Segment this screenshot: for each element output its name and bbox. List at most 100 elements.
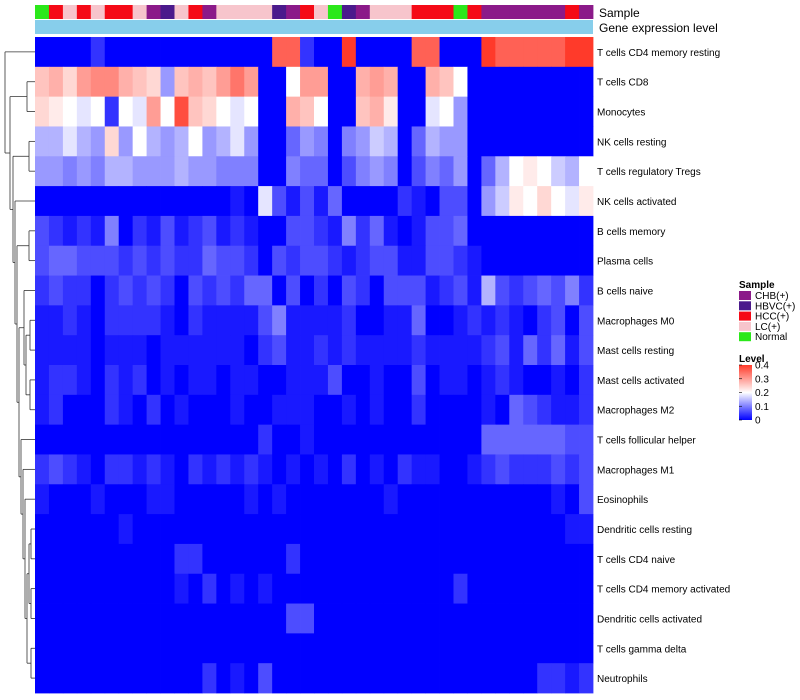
- heatmap-cell: [35, 663, 50, 694]
- heatmap-cell: [244, 514, 259, 545]
- sample-annotation-cell: [537, 5, 552, 19]
- heatmap-cell: [132, 245, 147, 276]
- heatmap-cell: [523, 633, 538, 664]
- heatmap-cell: [439, 37, 454, 68]
- heatmap-cell: [230, 633, 245, 664]
- heatmap-cell: [104, 633, 120, 664]
- heatmap-cell: [425, 37, 440, 68]
- heatmap-cell: [341, 365, 357, 396]
- heatmap-cell: [314, 543, 329, 575]
- heatmap-cell: [174, 514, 189, 545]
- heatmap-cell: [48, 663, 64, 694]
- heatmap-cell: [551, 245, 566, 276]
- heatmap-cell: [35, 365, 50, 396]
- heatmap-cell: [230, 484, 245, 515]
- heatmap-cell: [467, 394, 482, 426]
- heatmap-cell: [439, 454, 454, 485]
- heatmap-cell: [216, 245, 231, 276]
- heatmap-cell: [369, 663, 385, 694]
- heatmap-cell: [425, 66, 440, 98]
- heatmap-cell: [48, 156, 64, 187]
- heatmap-cell: [132, 305, 147, 336]
- level-legend-tick-label: 0.3: [755, 374, 769, 385]
- heatmap-cell: [327, 186, 343, 217]
- heatmap-cell: [90, 424, 106, 455]
- heatmap-cell: [76, 454, 92, 485]
- heatmap-cell: [286, 96, 301, 127]
- heatmap-cell: [397, 66, 413, 98]
- heatmap-cell: [272, 335, 287, 366]
- heatmap-cell: [300, 424, 315, 455]
- heatmap-cell: [104, 37, 120, 68]
- heatmap-cell: [341, 573, 357, 604]
- heatmap-cell: [104, 603, 120, 634]
- heatmap-cell: [579, 663, 594, 694]
- heatmap-cell: [35, 514, 50, 545]
- heatmap-cell: [174, 335, 189, 366]
- heatmap-cell: [425, 514, 440, 545]
- heatmap-cell: [76, 424, 92, 455]
- heatmap-cell: [551, 663, 566, 694]
- heatmap-cell: [565, 573, 580, 604]
- heatmap-cell: [300, 305, 315, 336]
- heatmap-cell: [35, 543, 50, 575]
- heatmap-cell: [174, 66, 189, 98]
- heatmap-cell: [76, 215, 92, 247]
- heatmap-cell: [118, 394, 134, 426]
- heatmap-cell: [188, 573, 203, 604]
- sample-legend: Sample CHB(+)HBVC(+)HCC(+)LC(+)Normal: [739, 280, 795, 343]
- heatmap-cell: [481, 215, 496, 247]
- heatmap-cell: [565, 394, 580, 426]
- heatmap-cell: [341, 156, 357, 187]
- heatmap-cell: [230, 603, 245, 634]
- heatmap-cell: [244, 484, 259, 515]
- heatmap-cell: [509, 215, 524, 247]
- heatmap-cell: [160, 335, 175, 366]
- heatmap-cell: [327, 543, 343, 575]
- heatmap-cell: [411, 633, 426, 664]
- heatmap-cell: [188, 394, 203, 426]
- heatmap-cell: [523, 245, 538, 276]
- heatmap-cell: [369, 126, 385, 157]
- heatmap-cell: [355, 454, 371, 485]
- heatmap-cell: [188, 335, 203, 366]
- heatmap-cell: [90, 514, 106, 545]
- heatmap-cell: [118, 633, 134, 664]
- heatmap-cell: [411, 543, 426, 575]
- heatmap-cell: [327, 394, 343, 426]
- heatmap-cell: [76, 514, 92, 545]
- heatmap-cell: [565, 484, 580, 515]
- heatmap-cell: [202, 573, 217, 604]
- heatmap-cell: [453, 663, 468, 694]
- heatmap-cell: [90, 543, 106, 575]
- heatmap-cell: [467, 66, 482, 98]
- heatmap-cell: [174, 37, 189, 68]
- heatmap-cell: [467, 543, 482, 575]
- heatmap-cell: [341, 305, 357, 336]
- heatmap-cell: [48, 215, 64, 247]
- row-label: NK cells activated: [597, 197, 676, 208]
- sample-annotation-cell: [244, 5, 259, 19]
- heatmap-cell: [425, 394, 440, 426]
- heatmap-cell: [272, 275, 287, 306]
- heatmap-cell: [48, 186, 64, 217]
- heatmap-cell: [258, 96, 273, 127]
- heatmap-cell: [341, 514, 357, 545]
- heatmap-cell: [216, 573, 231, 604]
- sample-annotation-cell: [565, 5, 580, 19]
- heatmap-cell: [341, 245, 357, 276]
- heatmap-cell: [230, 66, 245, 98]
- heatmap-cell: [369, 186, 385, 217]
- heatmap-cell: [411, 66, 426, 98]
- heatmap-cell: [202, 424, 217, 455]
- sample-legend-label: HCC(+): [755, 312, 789, 323]
- heatmap-cell: [425, 484, 440, 515]
- heatmap-cell: [132, 186, 147, 217]
- heatmap-cell: [355, 603, 371, 634]
- heatmap-cell: [439, 633, 454, 664]
- heatmap-cell: [509, 305, 524, 336]
- heatmap-cell: [495, 186, 510, 217]
- heatmap-cell: [230, 37, 245, 68]
- heatmap-cell: [35, 394, 50, 426]
- heatmap-cell: [202, 335, 217, 366]
